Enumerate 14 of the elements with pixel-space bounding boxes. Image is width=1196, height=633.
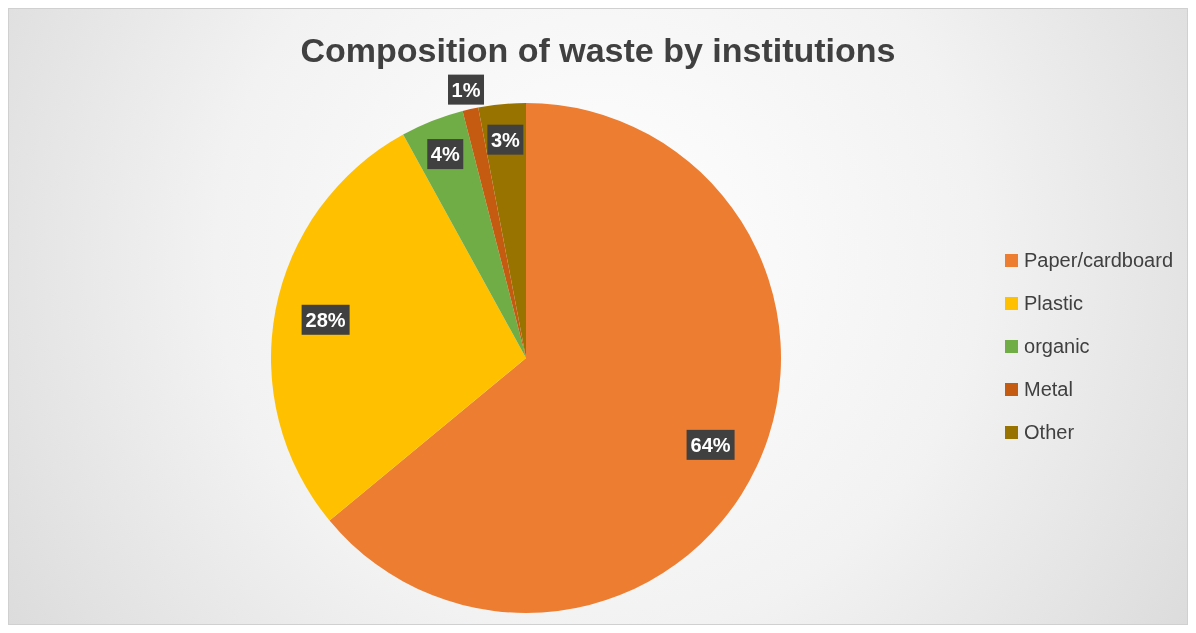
chart-title: Composition of waste by institutions — [299, 31, 897, 70]
legend-label: Plastic — [1024, 292, 1083, 315]
data-label: 64% — [690, 433, 731, 456]
legend-label: Metal — [1024, 378, 1073, 401]
legend-label: organic — [1024, 335, 1090, 358]
pie-slice — [271, 134, 526, 521]
pie-slice — [462, 107, 526, 358]
legend-label: Paper/cardboard — [1024, 249, 1173, 272]
data-label: 3% — [490, 128, 521, 151]
legend-label: Other — [1024, 421, 1075, 444]
data-label: 28% — [305, 308, 346, 331]
pie-slice — [403, 111, 526, 358]
data-label: 1% — [451, 78, 481, 101]
data-label: 4% — [430, 143, 460, 166]
